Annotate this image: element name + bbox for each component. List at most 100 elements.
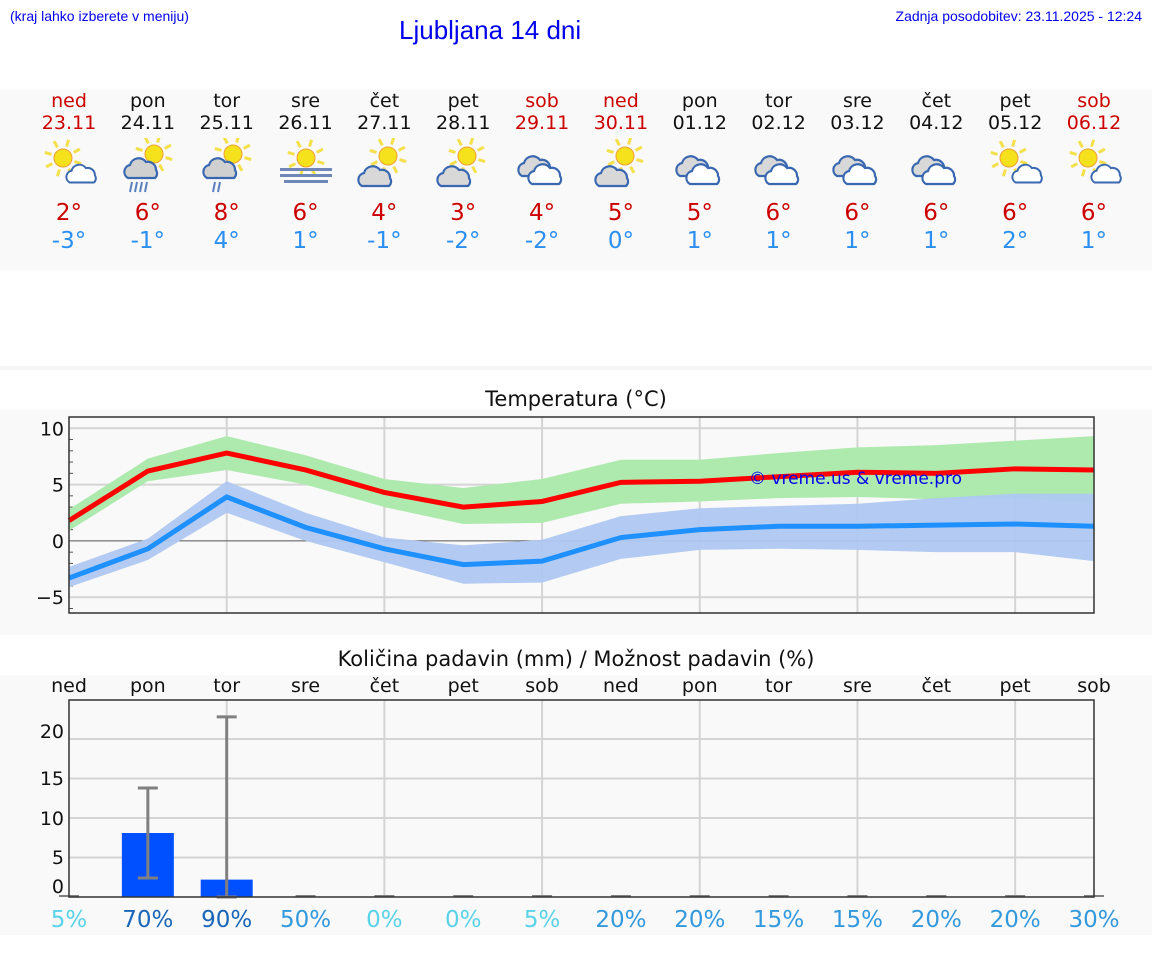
cloud-shape xyxy=(842,163,878,186)
sun-cloud-icon xyxy=(593,137,649,194)
min-temp: -3° xyxy=(51,228,87,254)
sun-disc xyxy=(1078,148,1098,168)
sun-ray xyxy=(477,145,485,152)
day-forecast-1: pon 24.11 6° -1° xyxy=(109,90,187,255)
day-name: pet xyxy=(999,90,1031,112)
precip-probability: 70% xyxy=(122,907,173,933)
sun-disc xyxy=(999,148,1019,168)
cloud-shape xyxy=(436,165,472,188)
x-day-label: pet xyxy=(448,675,479,697)
max-temp: 5° xyxy=(686,200,713,226)
sun-ray xyxy=(214,146,222,152)
y-tick-label: 20 xyxy=(40,721,64,743)
precip-probability: 5% xyxy=(524,907,561,933)
divider xyxy=(0,366,1152,370)
cloud-shape xyxy=(123,157,159,180)
rain-drop xyxy=(216,181,221,193)
day-forecast-7: ned 30.11 5° 0° xyxy=(582,90,660,255)
cloud-shape xyxy=(685,163,720,186)
precip-probability: 15% xyxy=(832,907,883,933)
max-temp: 8° xyxy=(213,200,240,226)
sun-ray xyxy=(1002,169,1008,177)
cloud-shape xyxy=(357,165,393,188)
day-name: tor xyxy=(213,90,241,112)
day-forecast-4: čet 27.11 4° -1° xyxy=(345,90,423,255)
sun-ray xyxy=(1090,139,1096,147)
day-name: sob xyxy=(525,90,559,112)
day-date: 25.11 xyxy=(199,112,254,134)
sun-ray xyxy=(369,148,378,154)
sun-ray xyxy=(143,136,150,145)
sun-ray xyxy=(448,148,457,154)
x-day-label: ned xyxy=(603,675,639,697)
day-forecast-8: pon 01.12 5° 1° xyxy=(661,90,739,255)
x-day-label: sob xyxy=(1077,675,1111,697)
day-name: sre xyxy=(842,90,872,112)
precip-probability: 90% xyxy=(201,907,252,933)
max-temp: 4° xyxy=(371,200,398,226)
y-tick-label: −5 xyxy=(36,587,64,609)
location-hint: (kraj lahko izberete v meniju) xyxy=(10,8,189,24)
daily-forecast-panel: ned 23.11 2° -3° pon 24.11 6° -1° tor 25.1… xyxy=(0,90,1152,270)
sun-disc xyxy=(378,146,398,166)
min-temp: -1° xyxy=(130,228,166,254)
sun-ray xyxy=(607,160,616,167)
day-date: 03.12 xyxy=(830,112,885,134)
sun-ray xyxy=(457,138,463,147)
max-temp: 4° xyxy=(528,200,556,226)
day-name: sob xyxy=(1077,90,1111,112)
x-day-label: tor xyxy=(213,675,240,697)
sun-ray xyxy=(72,147,81,154)
y-tick-label: 10 xyxy=(40,808,64,830)
max-temp: 6° xyxy=(134,200,161,226)
sun-ray xyxy=(635,158,644,164)
sun-disc xyxy=(53,148,73,168)
day-date: 04.12 xyxy=(909,112,964,134)
sun-small-cloud-icon xyxy=(987,138,1043,194)
cloud-shape xyxy=(1011,163,1043,184)
max-temp: 5° xyxy=(607,200,634,226)
precip-probability: 30% xyxy=(1068,907,1119,933)
sun-ray xyxy=(286,150,295,156)
sun-fog-icon xyxy=(278,138,334,194)
x-day-label: ned xyxy=(51,675,87,697)
max-temp: 6° xyxy=(1080,200,1108,226)
cloud-shape xyxy=(763,163,799,186)
day-forecast-5: pet 28.11 3° -2° xyxy=(424,90,502,255)
day-date: 02.12 xyxy=(751,112,806,134)
x-day-label: sre xyxy=(291,675,320,697)
min-temp: -2° xyxy=(446,228,481,254)
max-temp: 6° xyxy=(923,200,950,226)
sun-disc xyxy=(144,144,164,164)
sun-ray xyxy=(74,160,82,166)
cloud-shape xyxy=(527,163,563,186)
day-name: pon xyxy=(681,90,718,112)
plot-area xyxy=(69,700,1094,897)
x-day-label: sob xyxy=(525,675,559,697)
x-day-label: pon xyxy=(682,675,718,697)
fog-line xyxy=(283,180,328,183)
sun-ray xyxy=(1077,140,1084,149)
day-name: tor xyxy=(765,90,793,112)
day-date: 30.11 xyxy=(593,112,649,134)
y-tick-label: 0 xyxy=(52,531,64,553)
max-temp-line xyxy=(67,450,1095,523)
precipitation-chart-title: Količina padavin (mm) / Možnost padavin … xyxy=(337,647,815,671)
sun-ray xyxy=(288,162,296,169)
min-temp: 2° xyxy=(1002,228,1029,254)
sun-icon xyxy=(214,135,252,173)
day-forecast-10: sre 03.12 6° 1° xyxy=(818,90,896,255)
cloud-shape xyxy=(921,163,957,186)
plot-frame xyxy=(68,416,1095,614)
sun-ray xyxy=(627,137,632,145)
rain-drop xyxy=(128,181,133,193)
sun-ray xyxy=(307,139,313,147)
day-name: pon xyxy=(129,90,166,112)
sun-ray xyxy=(398,145,406,152)
sun-ray xyxy=(295,140,302,149)
fog-line xyxy=(279,174,332,177)
max-temp: 6° xyxy=(1002,200,1029,226)
cloud-shape xyxy=(594,165,630,188)
sun-ray xyxy=(1099,160,1107,166)
min-temp: 1° xyxy=(844,228,871,254)
